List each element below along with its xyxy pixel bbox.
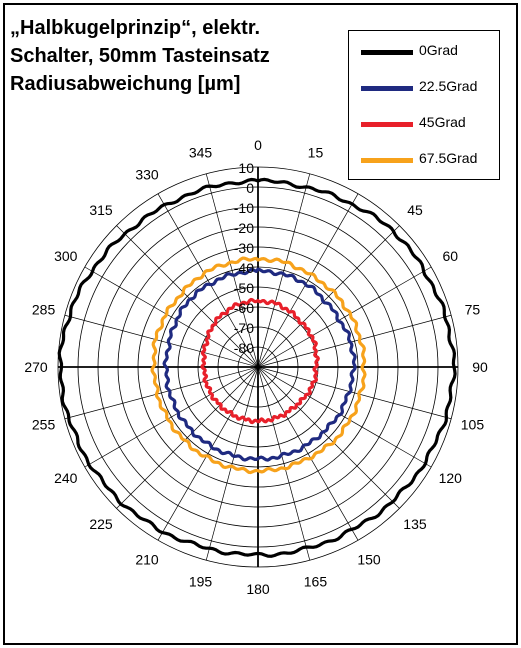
angle-tick-label: 315 xyxy=(89,202,113,218)
legend-swatch-22-5grad xyxy=(361,86,413,91)
radial-tick-label: -40 xyxy=(234,260,254,276)
series-line-0grad xyxy=(57,177,457,558)
angle-tick-label: 240 xyxy=(54,470,78,486)
chart-title: „Halbkugelprinzip“, elektr. Schalter, 50… xyxy=(10,14,270,98)
title-line-3: Radiusabweichung [µm] xyxy=(10,73,241,95)
angle-tick-label: 105 xyxy=(461,416,485,432)
angle-tick-label: 60 xyxy=(442,248,458,264)
angle-tick-label: 120 xyxy=(439,470,463,486)
angle-tick-label: 150 xyxy=(357,551,381,567)
grid-spoke xyxy=(64,314,259,368)
grid-spoke xyxy=(257,366,432,468)
series-line-22-5grad xyxy=(162,267,357,462)
angle-tick-label: 225 xyxy=(89,516,113,532)
angle-tick-label: 90 xyxy=(472,359,488,375)
grid-spoke xyxy=(205,366,259,561)
grid-spoke xyxy=(64,366,259,420)
radial-tick-label: -50 xyxy=(234,280,254,296)
grid-spoke xyxy=(257,193,359,368)
angle-tick-label: 195 xyxy=(189,573,213,589)
grid-spoke xyxy=(257,366,400,509)
grid-spoke xyxy=(84,266,259,368)
angle-tick-label: 345 xyxy=(189,145,213,161)
grid-spoke xyxy=(84,366,259,468)
grid-spoke xyxy=(257,314,452,368)
legend-label-67-5grad: 67.5Grad xyxy=(419,150,478,166)
angle-tick-label: 180 xyxy=(246,581,270,597)
series-line-67-5grad xyxy=(150,256,367,475)
radial-tick-label: 0 xyxy=(246,180,254,196)
grid-spoke xyxy=(116,366,259,509)
angle-tick-label: 135 xyxy=(403,516,427,532)
radial-tick-label: -70 xyxy=(234,320,254,336)
title-line-2: Schalter, 50mm Tasteinsatz xyxy=(10,45,270,67)
angle-tick-label: 270 xyxy=(24,359,48,375)
angle-tick-label: 0 xyxy=(254,137,262,153)
angle-tick-label: 255 xyxy=(32,416,56,432)
legend-label-45grad: 45Grad xyxy=(419,114,466,130)
grid-spoke xyxy=(257,366,452,420)
grid-spoke xyxy=(116,225,259,368)
angle-tick-label: 285 xyxy=(32,302,56,318)
radial-tick-label: 10 xyxy=(238,160,254,176)
radial-tick-label: -30 xyxy=(234,240,254,256)
angle-tick-label: 45 xyxy=(407,202,423,218)
legend-swatch-45grad xyxy=(361,122,413,127)
legend-label-22-5grad: 22.5Grad xyxy=(419,78,478,94)
grid-spoke xyxy=(257,366,359,541)
legend-label-0grad: 0Grad xyxy=(419,42,458,58)
grid-spoke xyxy=(157,193,259,368)
angle-tick-label: 15 xyxy=(308,145,324,161)
series-line-45grad xyxy=(200,297,320,425)
grid-spoke xyxy=(157,366,259,541)
grid-spoke xyxy=(205,173,259,368)
angle-tick-label: 165 xyxy=(304,573,328,589)
legend-swatch-67-5grad xyxy=(361,158,413,163)
angle-tick-label: 330 xyxy=(135,167,159,183)
radial-tick-label: -20 xyxy=(234,220,254,236)
radial-tick-label: -60 xyxy=(234,300,254,316)
angle-tick-label: 75 xyxy=(465,302,481,318)
legend-swatch-0grad xyxy=(361,50,413,55)
grid-spoke xyxy=(257,225,400,368)
grid-spoke xyxy=(257,266,432,368)
angle-tick-label: 210 xyxy=(135,551,159,567)
legend: 0Grad 22.5Grad 45Grad 67.5Grad xyxy=(348,30,500,180)
grid-spoke xyxy=(257,366,311,561)
radial-tick-label: -80 xyxy=(234,340,254,356)
grid-spoke xyxy=(257,173,311,368)
title-line-1: „Halbkugelprinzip“, elektr. xyxy=(10,17,261,39)
radial-tick-label: -10 xyxy=(234,200,254,216)
angle-tick-label: 300 xyxy=(54,248,78,264)
